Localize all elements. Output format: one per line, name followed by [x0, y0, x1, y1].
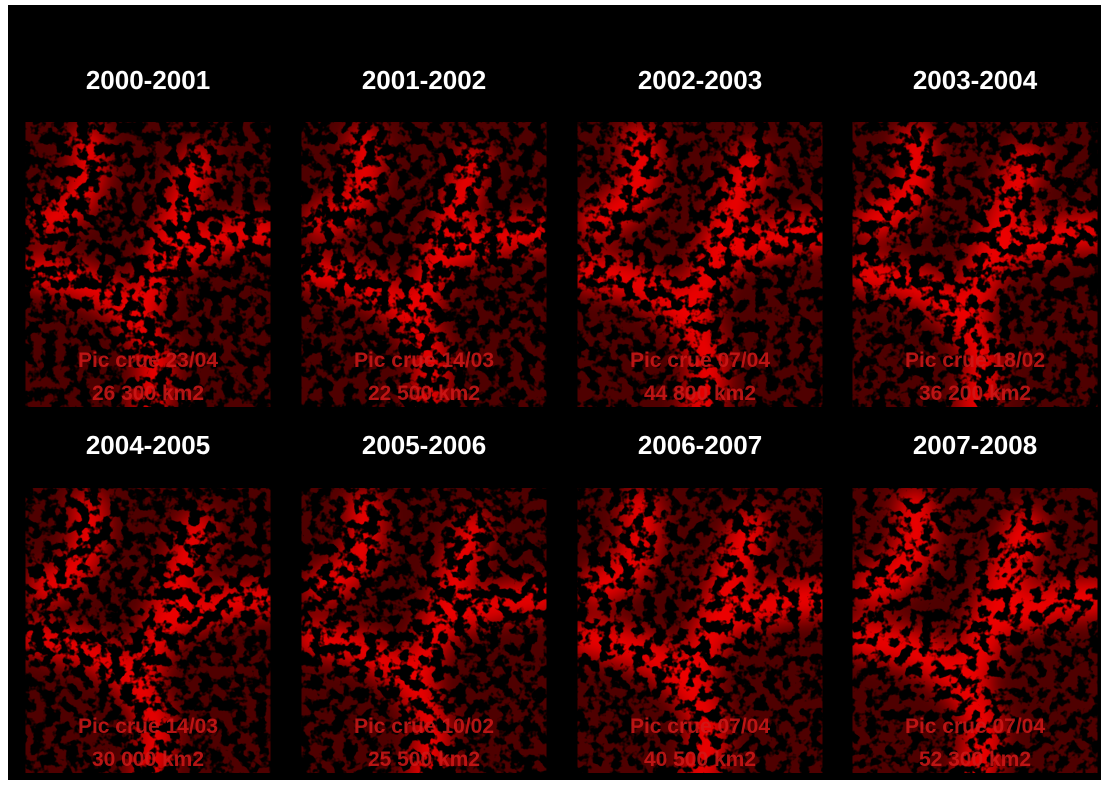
flood-area: 25 500 km2	[368, 748, 480, 771]
peak-date: Pic crue 14/03	[78, 715, 218, 738]
panel: 2005-2006 Pic crue 10/02 25 500 km2	[301, 430, 547, 773]
flood-area: 22 500 km2	[368, 382, 480, 405]
panel-title: 2000-2001	[86, 65, 210, 95]
peak-date: Pic crue 10/02	[354, 715, 494, 738]
flood-area: 30 000 km2	[92, 748, 204, 771]
panel: 2000-2001 Pic crue 23/04 26 300 km2	[25, 65, 271, 407]
flood-map	[577, 122, 823, 407]
panel-title: 2007-2008	[913, 430, 1037, 460]
panel-title: 2004-2005	[86, 430, 210, 460]
panel-title: 2001-2002	[362, 65, 486, 95]
flood-area: 44 800 km2	[644, 382, 756, 405]
peak-date: Pic crue 07/04	[630, 715, 770, 738]
panel: 2002-2003 Pic crue 07/04 44 800 km2	[577, 65, 823, 407]
peak-date: Pic crue 07/04	[630, 349, 770, 372]
peak-date: Pic crue 18/02	[905, 349, 1045, 372]
panel-title: 2003-2004	[913, 65, 1038, 95]
panel-title: 2005-2006	[362, 430, 486, 460]
flood-map	[301, 122, 547, 407]
flood-map	[25, 488, 271, 773]
panel: 2004-2005 Pic crue 14/03 30 000 km2	[25, 430, 271, 773]
flood-area: 52 300 km2	[919, 748, 1031, 771]
flood-map	[577, 488, 823, 773]
panel: 2006-2007 Pic crue 07/04 40 500 km2	[577, 430, 823, 773]
flood-area: 26 300 km2	[92, 382, 204, 405]
panel-title: 2002-2003	[638, 65, 762, 95]
panel-title: 2006-2007	[638, 430, 762, 460]
peak-date: Pic crue 14/03	[354, 349, 494, 372]
flood-map	[852, 488, 1098, 773]
panel: 2001-2002 Pic crue 14/03 22 500 km2	[301, 65, 547, 407]
peak-date: Pic crue 23/04	[78, 349, 218, 372]
flood-area: 36 200 km2	[919, 382, 1031, 405]
flood-area: 40 500 km2	[644, 748, 756, 771]
flood-map	[301, 488, 547, 773]
flood-map	[852, 122, 1098, 407]
flood-map	[25, 122, 271, 407]
panel: 2003-2004 Pic crue 18/02 36 200 km2	[852, 65, 1098, 407]
peak-date: Pic crue 07/04	[905, 715, 1045, 738]
panel: 2007-2008 Pic crue 07/04 52 300 km2	[852, 430, 1098, 773]
